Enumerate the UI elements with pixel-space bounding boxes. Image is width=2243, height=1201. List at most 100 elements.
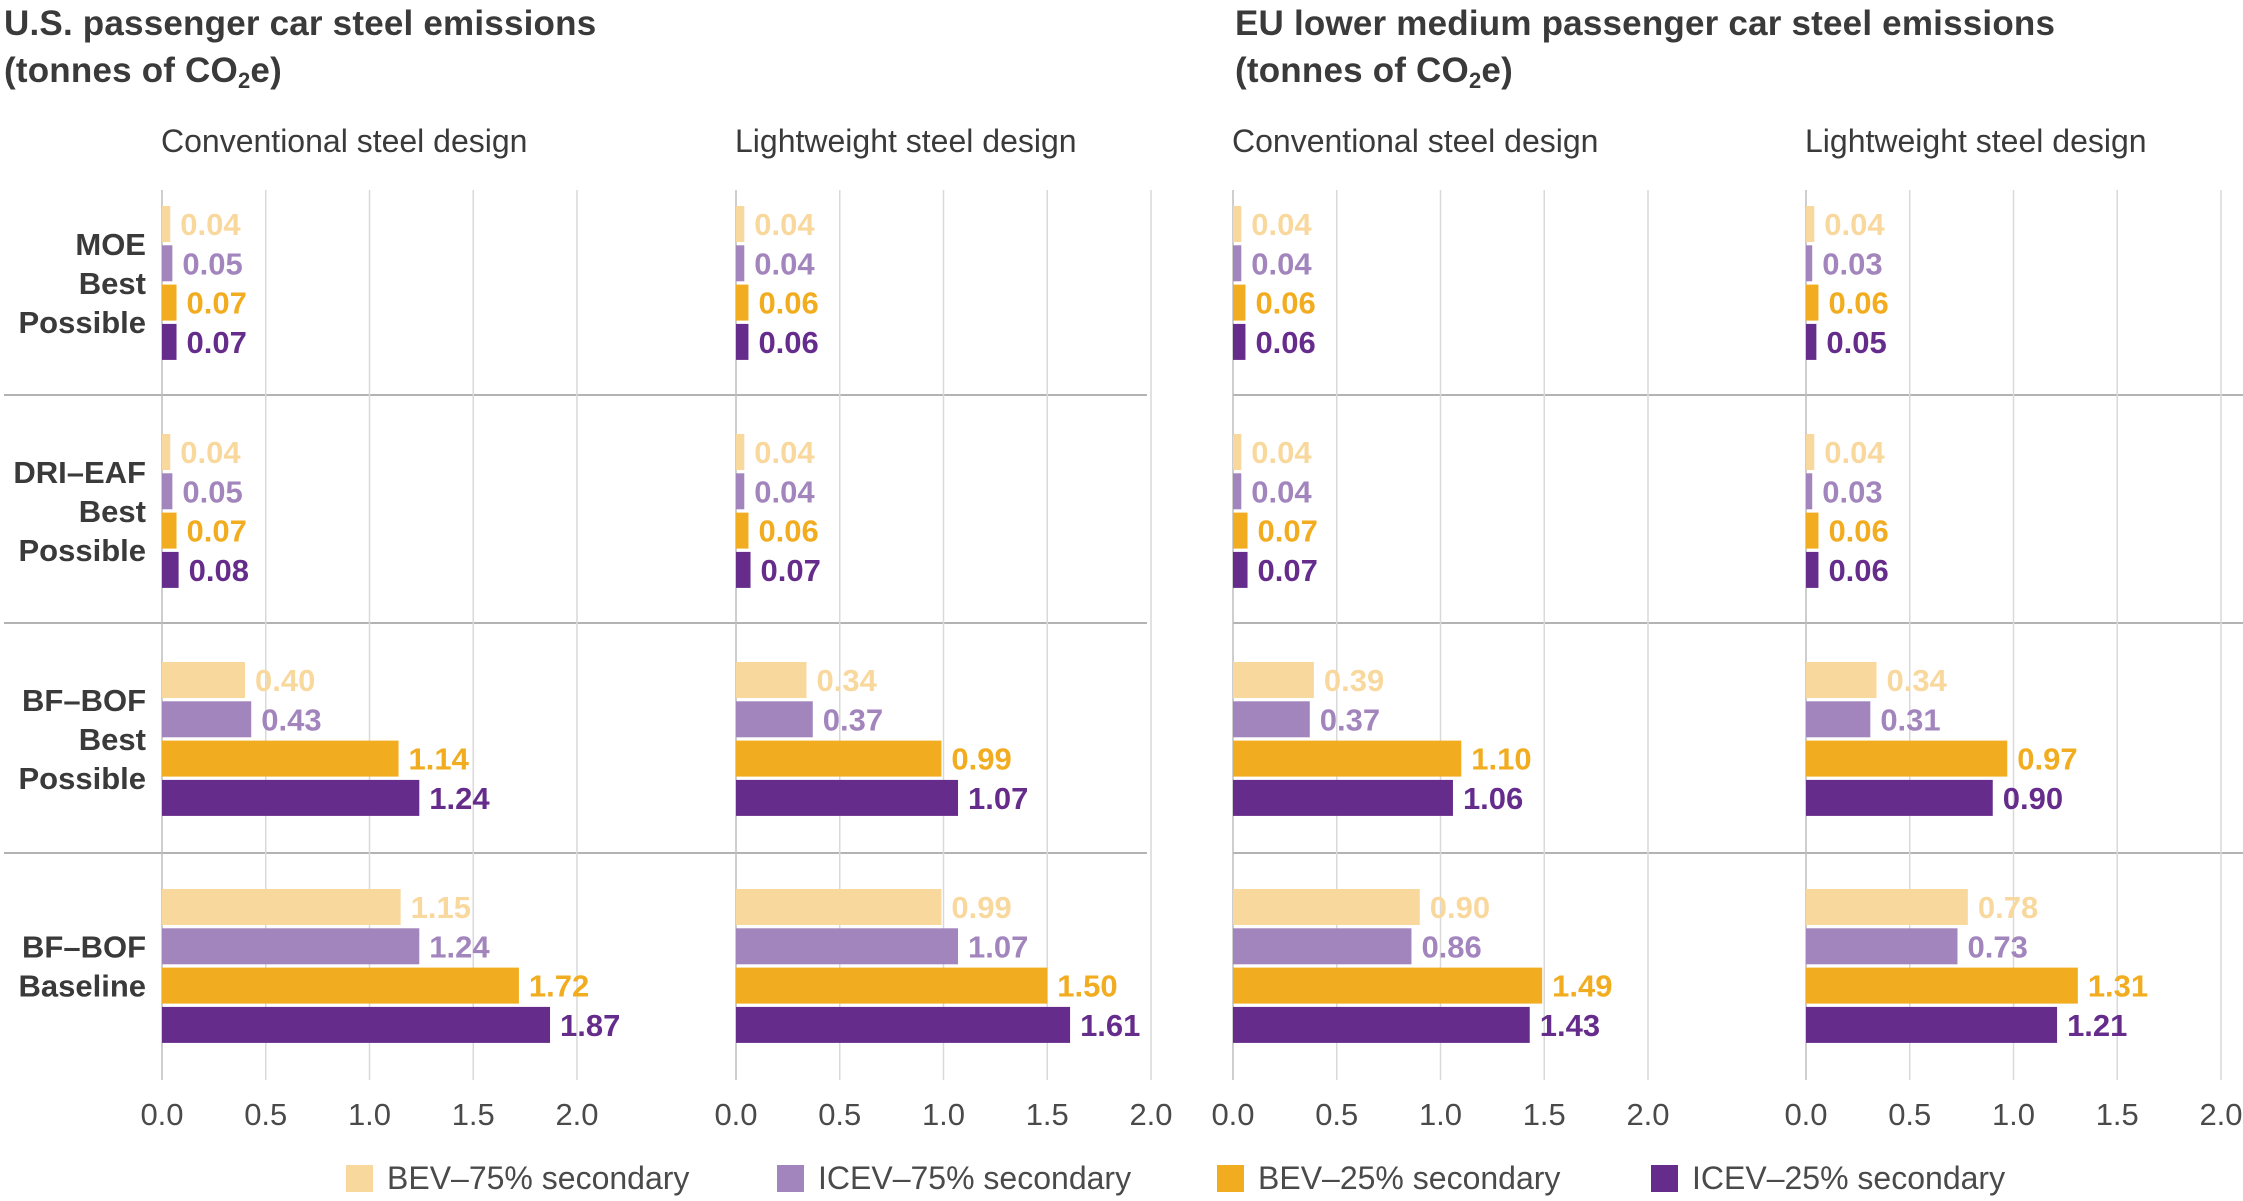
category-label-0-1: Best xyxy=(79,266,146,301)
bar-0-2-3 xyxy=(162,779,420,816)
value-label-3-2-2: 0.97 xyxy=(2017,742,2077,777)
bar-2-3-2 xyxy=(1233,967,1543,1004)
value-label-1-2-2: 0.99 xyxy=(951,742,1011,777)
bar-0-3-2 xyxy=(162,967,519,1004)
value-label-1-2-0: 0.34 xyxy=(817,663,878,698)
value-label-0-2-0: 0.40 xyxy=(255,663,315,698)
value-label-3-3-1: 0.73 xyxy=(1967,929,2027,964)
eu-section-title: EU lower medium passenger car steel emis… xyxy=(1235,0,2055,94)
bar-0-1-3 xyxy=(162,551,179,588)
value-label-0-0-3: 0.07 xyxy=(187,325,247,360)
value-label-3-1-3: 0.06 xyxy=(1828,553,1888,588)
legend-label-icev-75: ICEV–75% secondary xyxy=(818,1160,1132,1196)
category-label-1-2: Possible xyxy=(19,533,147,568)
value-label-0-1-3: 0.08 xyxy=(189,553,249,588)
value-label-2-1-1: 0.04 xyxy=(1251,474,1312,509)
bar-0-2-0 xyxy=(162,662,245,698)
panel-title-0: Conventional steel design xyxy=(161,123,527,159)
eu-title-sub: 2 xyxy=(1468,68,1482,93)
value-label-1-3-3: 1.61 xyxy=(1080,1008,1140,1043)
eu-title-line2: (tonnes of CO2e) xyxy=(1235,47,2055,94)
value-label-2-2-3: 1.06 xyxy=(1463,781,1523,816)
bar-1-2-1 xyxy=(736,701,813,738)
value-label-3-2-3: 0.90 xyxy=(2003,781,2063,816)
value-label-2-2-2: 1.10 xyxy=(1471,742,1531,777)
value-label-0-0-2: 0.07 xyxy=(187,286,247,321)
bar-3-1-2 xyxy=(1806,512,1819,549)
value-label-0-1-2: 0.07 xyxy=(187,514,247,549)
bar-1-2-0 xyxy=(736,662,807,698)
value-label-0-3-3: 1.87 xyxy=(560,1008,620,1043)
bar-0-3-3 xyxy=(162,1006,551,1043)
value-label-1-2-3: 1.07 xyxy=(968,781,1028,816)
x-tick-label-2-4: 2.0 xyxy=(1626,1097,1669,1132)
bar-3-2-1 xyxy=(1806,701,1871,738)
value-label-1-3-2: 1.50 xyxy=(1057,969,1117,1004)
bar-1-1-3 xyxy=(736,551,751,588)
bar-0-0-0 xyxy=(162,206,171,242)
value-label-2-3-1: 0.86 xyxy=(1421,929,1481,964)
us-title-pre: (tonnes of CO xyxy=(4,51,238,90)
value-label-0-0-1: 0.05 xyxy=(182,246,242,281)
bar-2-0-1 xyxy=(1233,245,1242,282)
bar-3-1-0 xyxy=(1806,434,1815,470)
us-title-line2: (tonnes of CO2e) xyxy=(4,47,596,94)
value-label-2-2-1: 0.37 xyxy=(1320,702,1380,737)
value-label-2-0-0: 0.04 xyxy=(1251,207,1312,242)
x-tick-label-2-0: 0.0 xyxy=(1211,1097,1254,1132)
value-label-0-3-0: 1.15 xyxy=(411,890,471,925)
bar-1-1-1 xyxy=(736,473,745,510)
x-tick-label-0-2: 1.0 xyxy=(348,1097,391,1132)
value-label-2-0-3: 0.06 xyxy=(1255,325,1315,360)
bar-2-1-2 xyxy=(1233,512,1248,549)
value-label-3-1-1: 0.03 xyxy=(1822,474,1882,509)
value-label-2-1-2: 0.07 xyxy=(1258,514,1318,549)
bar-2-0-2 xyxy=(1233,284,1246,321)
category-label-2-0: BF–BOF xyxy=(22,683,146,718)
legend-item-icev-25: ICEV–25% secondary xyxy=(1651,1160,2005,1197)
bar-1-3-2 xyxy=(736,967,1048,1004)
x-tick-label-0-1: 0.5 xyxy=(244,1097,287,1132)
bar-2-1-1 xyxy=(1233,473,1242,510)
us-title-sub: 2 xyxy=(237,68,251,93)
legend-label-icev-25: ICEV–25% secondary xyxy=(1692,1160,2006,1196)
value-label-2-3-2: 1.49 xyxy=(1552,969,1612,1004)
category-label-3-0: BF–BOF xyxy=(22,929,146,964)
value-label-3-1-2: 0.06 xyxy=(1828,514,1888,549)
bar-2-2-2 xyxy=(1233,740,1462,777)
value-label-3-0-2: 0.06 xyxy=(1828,286,1888,321)
bar-1-1-0 xyxy=(736,434,745,470)
legend-swatch-bev-75 xyxy=(346,1165,373,1192)
value-label-2-3-3: 1.43 xyxy=(1540,1008,1600,1043)
bar-1-3-1 xyxy=(736,928,959,965)
us-title-post: e) xyxy=(250,51,282,90)
value-label-0-3-1: 1.24 xyxy=(429,929,490,964)
bar-3-2-3 xyxy=(1806,779,1993,816)
bar-2-2-1 xyxy=(1233,701,1310,738)
bar-3-3-0 xyxy=(1806,889,1968,925)
category-label-0-0: MOE xyxy=(75,227,146,262)
value-label-3-3-2: 1.31 xyxy=(2088,969,2148,1004)
eu-title-line1: EU lower medium passenger car steel emis… xyxy=(1235,4,2056,43)
value-label-2-0-2: 0.06 xyxy=(1255,286,1315,321)
bar-1-2-2 xyxy=(736,740,942,777)
bar-1-1-2 xyxy=(736,512,749,549)
bar-1-0-1 xyxy=(736,245,745,282)
x-tick-label-0-4: 2.0 xyxy=(555,1097,598,1132)
value-label-1-0-2: 0.06 xyxy=(758,286,818,321)
legend-swatch-icev-25 xyxy=(1651,1165,1678,1192)
x-tick-label-0-0: 0.0 xyxy=(140,1097,183,1132)
value-label-0-2-1: 0.43 xyxy=(261,702,321,737)
value-label-1-0-3: 0.06 xyxy=(758,325,818,360)
bar-1-3-3 xyxy=(736,1006,1071,1043)
value-label-0-3-2: 1.72 xyxy=(529,969,589,1004)
category-label-0-2: Possible xyxy=(19,305,147,340)
category-label-2-2: Possible xyxy=(19,761,147,796)
value-label-0-2-2: 1.14 xyxy=(409,742,470,777)
value-label-0-1-0: 0.04 xyxy=(180,435,241,470)
value-label-1-1-1: 0.04 xyxy=(754,474,815,509)
value-label-3-3-3: 1.21 xyxy=(2067,1008,2127,1043)
value-label-2-1-0: 0.04 xyxy=(1251,435,1312,470)
bar-1-2-3 xyxy=(736,779,959,816)
bar-1-0-0 xyxy=(736,206,745,242)
